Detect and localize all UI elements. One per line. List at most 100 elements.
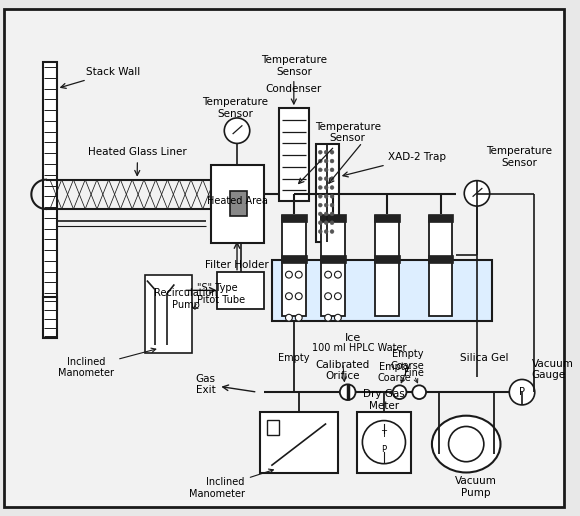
Text: XAD-2 Trap: XAD-2 Trap: [343, 152, 446, 177]
Circle shape: [318, 150, 322, 154]
Circle shape: [295, 314, 302, 321]
Bar: [230, 191, 247, 216]
Bar: [282, 216, 306, 316]
Bar: [259, 412, 338, 474]
Circle shape: [324, 186, 328, 189]
Circle shape: [324, 150, 328, 154]
Circle shape: [324, 230, 328, 234]
Circle shape: [330, 203, 334, 207]
Bar: [43, 62, 57, 309]
Circle shape: [335, 271, 341, 278]
Bar: [428, 255, 454, 263]
Bar: [43, 297, 57, 338]
Circle shape: [362, 421, 405, 464]
Circle shape: [325, 293, 332, 300]
Bar: [375, 216, 398, 316]
Text: Dry Gas
Meter: Dry Gas Meter: [363, 389, 405, 411]
Circle shape: [393, 385, 407, 399]
Circle shape: [330, 195, 334, 198]
Circle shape: [318, 159, 322, 163]
Text: Fine: Fine: [404, 367, 424, 378]
Text: Heated Area: Heated Area: [206, 196, 267, 206]
Bar: [272, 260, 492, 320]
Circle shape: [285, 314, 292, 321]
Circle shape: [330, 186, 334, 189]
Circle shape: [318, 221, 322, 224]
Circle shape: [318, 203, 322, 207]
Text: Filter Holder: Filter Holder: [205, 260, 269, 270]
Text: Vacuum
Pump: Vacuum Pump: [455, 476, 497, 498]
Text: P: P: [519, 387, 525, 397]
Circle shape: [318, 230, 322, 234]
Text: Temperature
Sensor: Temperature Sensor: [486, 147, 552, 168]
Bar: [218, 272, 264, 309]
Circle shape: [330, 176, 334, 181]
Circle shape: [324, 203, 328, 207]
Text: Temperature
Sensor: Temperature Sensor: [202, 98, 268, 119]
Bar: [145, 275, 192, 353]
Circle shape: [448, 426, 484, 462]
Bar: [320, 255, 346, 263]
Circle shape: [324, 195, 328, 198]
Text: Inclined
Manometer: Inclined Manometer: [58, 348, 156, 379]
Circle shape: [325, 271, 332, 278]
Circle shape: [295, 293, 302, 300]
Bar: [320, 214, 346, 222]
Circle shape: [318, 176, 322, 181]
Text: Temperature
Sensor: Temperature Sensor: [261, 55, 327, 77]
Text: Empty
Coarse: Empty Coarse: [378, 362, 412, 383]
Circle shape: [324, 168, 328, 172]
Text: P: P: [382, 445, 386, 455]
Circle shape: [330, 168, 334, 172]
Text: "S" Type
Pitot Tube: "S" Type Pitot Tube: [193, 283, 245, 309]
Circle shape: [330, 212, 334, 216]
Circle shape: [324, 221, 328, 224]
Text: Calibrated
Orifice: Calibrated Orifice: [316, 360, 370, 381]
Circle shape: [318, 212, 322, 216]
Text: T: T: [382, 430, 386, 439]
Circle shape: [295, 271, 302, 278]
Circle shape: [330, 150, 334, 154]
Text: Heated Glass Liner: Heated Glass Liner: [88, 147, 187, 175]
Text: Gas
Exit: Gas Exit: [195, 374, 255, 395]
Bar: [267, 420, 279, 436]
Circle shape: [318, 186, 322, 189]
Bar: [357, 412, 411, 474]
Circle shape: [412, 385, 426, 399]
Circle shape: [330, 159, 334, 163]
Text: Ice: Ice: [345, 333, 361, 343]
Circle shape: [318, 168, 322, 172]
Text: Inclined
Manometer: Inclined Manometer: [189, 469, 273, 499]
Text: 100 ml HPLC Water: 100 ml HPLC Water: [312, 343, 407, 353]
Circle shape: [318, 195, 322, 198]
Circle shape: [325, 314, 332, 321]
Circle shape: [464, 181, 490, 206]
Bar: [321, 216, 345, 316]
Bar: [374, 255, 400, 263]
Circle shape: [330, 230, 334, 234]
Bar: [428, 214, 454, 222]
Bar: [429, 216, 452, 316]
Circle shape: [335, 314, 341, 321]
Text: Temperature
Sensor: Temperature Sensor: [299, 122, 380, 184]
Bar: [211, 165, 264, 244]
Circle shape: [285, 271, 292, 278]
Circle shape: [285, 293, 292, 300]
Circle shape: [224, 118, 250, 143]
Circle shape: [330, 221, 334, 224]
Bar: [281, 214, 307, 222]
Text: Condenser: Condenser: [266, 84, 322, 93]
Text: Empty
Coarse: Empty Coarse: [390, 349, 425, 370]
Circle shape: [340, 384, 356, 400]
Text: Empty: Empty: [278, 353, 310, 363]
Text: Vacuum
Gauge: Vacuum Gauge: [532, 359, 574, 380]
Circle shape: [324, 212, 328, 216]
Text: Silica Gel: Silica Gel: [461, 353, 509, 363]
Bar: [374, 214, 400, 222]
Circle shape: [324, 176, 328, 181]
Bar: [281, 255, 307, 263]
Ellipse shape: [432, 416, 501, 473]
Circle shape: [509, 379, 535, 405]
Text: Stack Wall: Stack Wall: [61, 67, 140, 88]
Circle shape: [335, 293, 341, 300]
